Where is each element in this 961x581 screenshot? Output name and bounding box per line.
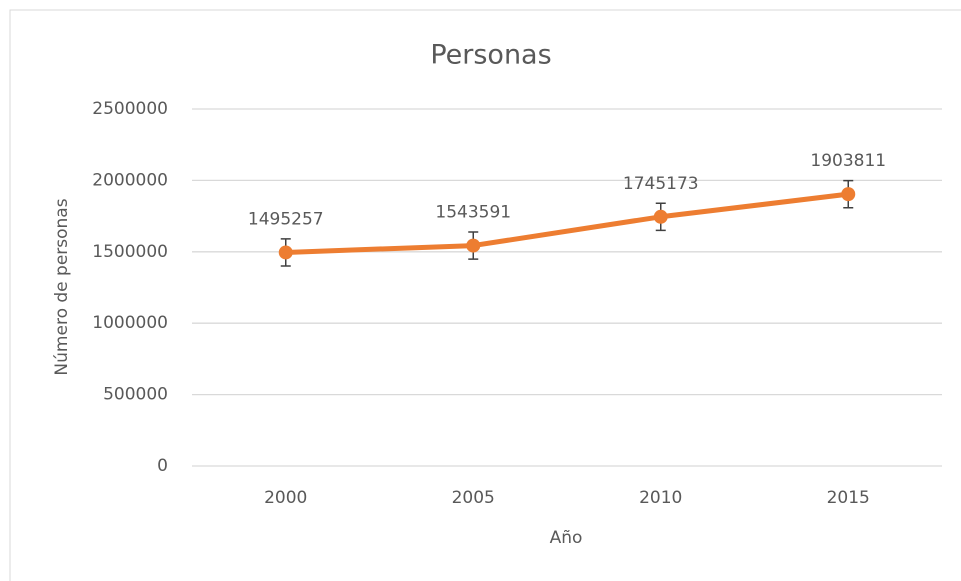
y-tick-label: 1000000	[92, 313, 168, 333]
y-tick-label: 0	[157, 456, 168, 476]
y-tick-label: 2000000	[92, 170, 168, 190]
data-label: 1745173	[623, 174, 699, 194]
y-tick-label: 500000	[103, 385, 168, 405]
chart-title: Personas	[430, 40, 551, 71]
x-tick-label: 2000	[264, 488, 307, 508]
x-tick-label: 2005	[452, 488, 495, 508]
marker	[841, 187, 856, 202]
data-label: 1903811	[810, 151, 886, 171]
y-tick-label: 2500000	[92, 99, 168, 119]
x-tick-label: 2010	[639, 488, 682, 508]
marker	[278, 245, 293, 260]
data-label: 1495257	[248, 209, 324, 229]
chart-frame	[9, 9, 961, 581]
marker	[466, 238, 481, 253]
line	[285, 191, 849, 255]
y-axis-label: Número de personas	[52, 198, 72, 375]
data-label: 1543591	[435, 203, 511, 223]
x-axis-label: Año	[550, 528, 583, 548]
marker	[653, 209, 668, 224]
y-tick-label: 1500000	[92, 242, 168, 262]
x-tick-label: 2015	[827, 488, 870, 508]
